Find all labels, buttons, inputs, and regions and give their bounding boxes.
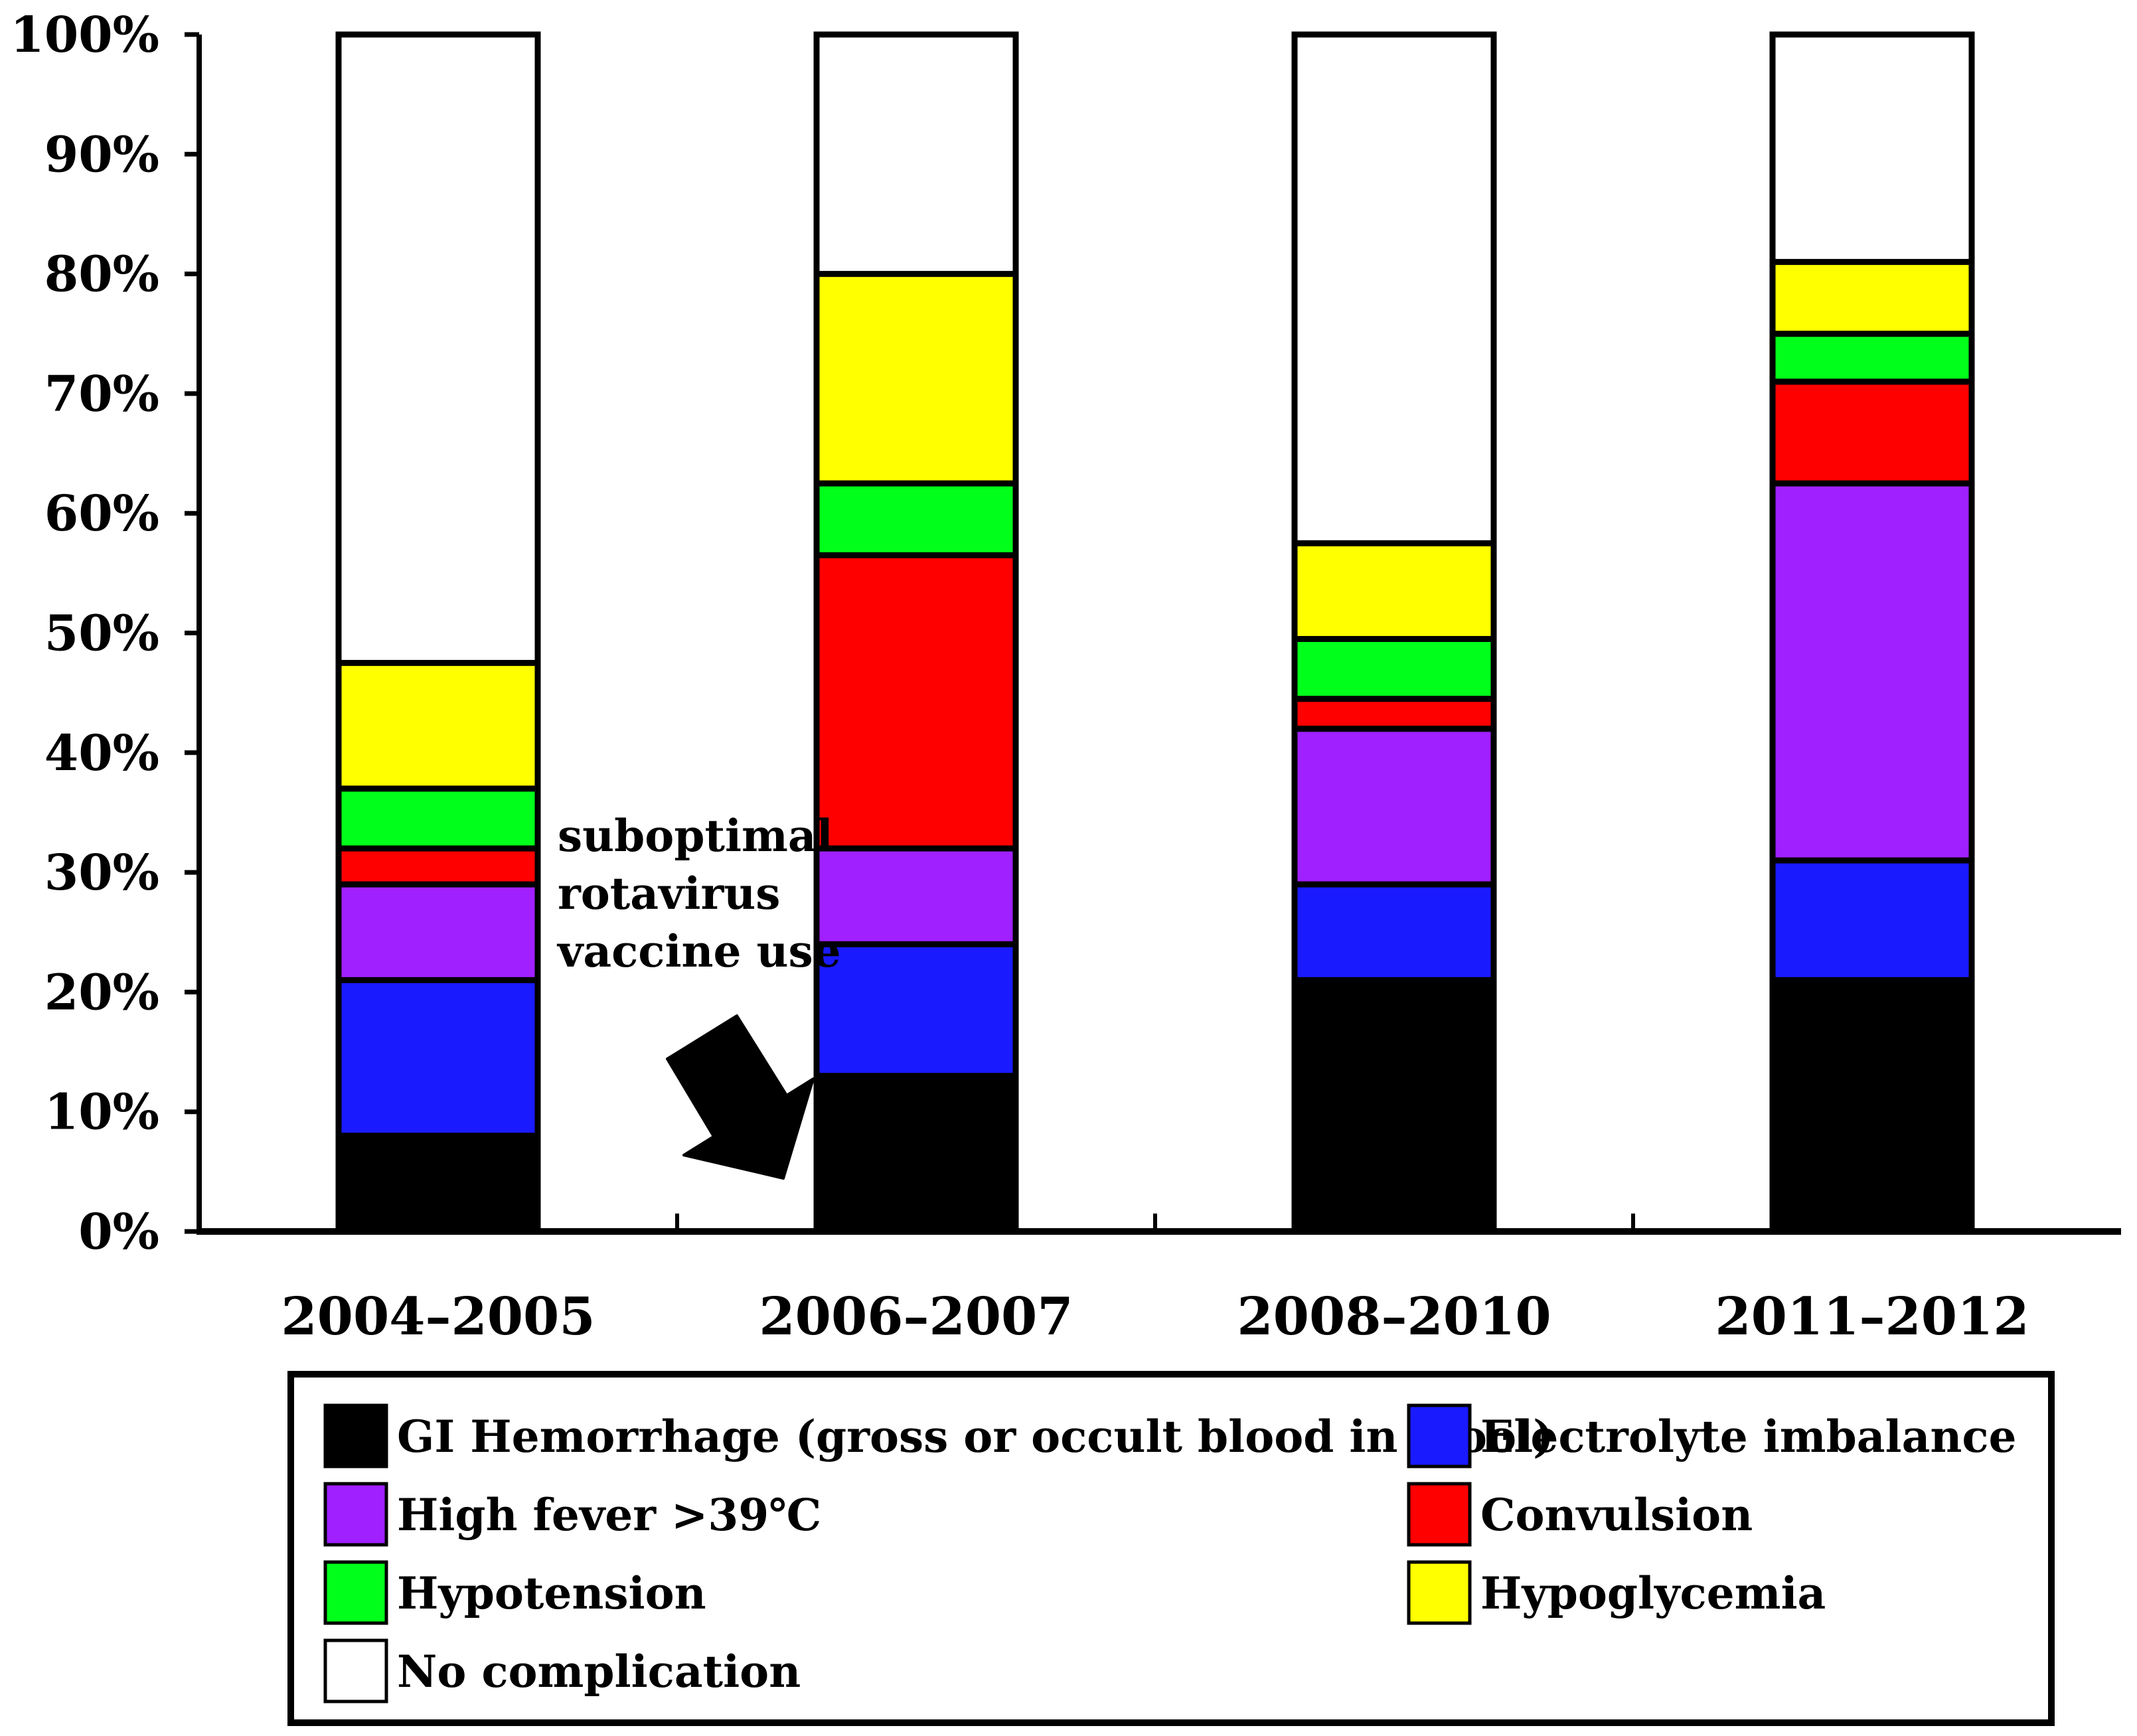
legend-swatch-hypoglycemia [1407, 1560, 1472, 1625]
bar-segment-no-complication [335, 31, 541, 667]
bar-segment-gi-hemorrhage-gross-or-occult-blood-in-stool [1291, 977, 1497, 1235]
legend-swatch-hypotension [323, 1560, 388, 1625]
bar-segment-hypotension [1769, 331, 1975, 385]
bar-segment-convulsion [335, 845, 541, 888]
annotation-line-2: rotavirus [558, 868, 780, 919]
x-tick-label: 2006–2007 [759, 1287, 1073, 1347]
bar-segment-convulsion [1769, 378, 1975, 487]
legend-label-gi-hemorrhage-gross-or-occult-blood-in-stool: GI Hemorrhage (gross or occult blood in … [397, 1411, 1553, 1462]
annotation-line-1: suboptimal [558, 810, 833, 862]
x-tick-label: 2011–2012 [1715, 1287, 2029, 1347]
legend-swatch-convulsion [1407, 1482, 1472, 1547]
bar-segment-gi-hemorrhage-gross-or-occult-blood-in-stool [813, 1073, 1019, 1235]
legend-label-hypotension: Hypotension [397, 1567, 706, 1619]
y-tick-label: 30% [44, 844, 159, 902]
bar-segment-hypotension [1291, 636, 1497, 702]
legend-box [287, 1371, 2055, 1726]
legend-label-no-complication: No complication [397, 1646, 801, 1697]
y-tick-label: 40% [44, 725, 159, 782]
bar-segment-hypotension [335, 785, 541, 852]
legend-label-high-fever-39: High fever >39℃ [397, 1489, 821, 1541]
bar-segment-no-complication [1291, 31, 1497, 546]
y-tick-label: 0% [78, 1204, 159, 1261]
bar-segment-hypoglycemia [1291, 540, 1497, 643]
legend: GI Hemorrhage (gross or occult blood in … [287, 1371, 2055, 1726]
y-tick-label: 20% [44, 964, 159, 1021]
bar-segment-electrolyte-imbalance [813, 941, 1019, 1079]
bar-segment-high-fever-39 [1769, 480, 1975, 864]
bar-segment-convulsion [1291, 696, 1497, 732]
bar-segment-hypoglycemia [1769, 259, 1975, 337]
y-tick-label: 70% [44, 366, 159, 423]
bar-segment-high-fever-39 [813, 845, 1019, 947]
bar-segment-hypotension [813, 480, 1019, 558]
x-ticks-group: 2004–2005 2006–2007 2008–2010 2011–2012 [281, 1214, 2029, 1347]
y-tick-label: 100% [10, 7, 159, 64]
y-tick-label: 90% [44, 126, 159, 183]
y-tick-label: 50% [44, 605, 159, 663]
arrow-icon [666, 1014, 815, 1180]
bar-segment-no-complication [1769, 31, 1975, 266]
annotation-line-3: vaccine use [556, 925, 841, 977]
legend-label-hypoglycemia: Hypoglycemia [1480, 1567, 1826, 1619]
legend-swatch-gi-hemorrhage-gross-or-occult-blood-in-stool [323, 1403, 388, 1468]
bar-segment-convulsion [813, 552, 1019, 852]
legend-items: GI Hemorrhage (gross or occult blood in … [323, 1403, 2017, 1703]
x-tick-label: 2008–2010 [1237, 1287, 1551, 1347]
bar-segment-electrolyte-imbalance [1769, 857, 1975, 983]
bar-segment-gi-hemorrhage-gross-or-occult-blood-in-stool [1769, 977, 1975, 1235]
y-ticks-group: 0% 10% 20% 30% 40% 50% 60% 70% 80% 90% 100% [10, 7, 199, 1261]
y-tick-label: 10% [44, 1084, 159, 1141]
annotation: suboptimal rotavirus vaccine use [556, 810, 841, 1180]
legend-label-electrolyte-imbalance: Electrolyte imbalance [1480, 1411, 2017, 1462]
legend-swatch-high-fever-39 [323, 1482, 388, 1547]
legend-label-convulsion: Convulsion [1480, 1489, 1753, 1541]
bars-group [335, 31, 1975, 1235]
bar-segment-gi-hemorrhage-gross-or-occult-blood-in-stool [335, 1133, 541, 1235]
x-tick-label: 2004–2005 [281, 1287, 595, 1347]
bar-segment-electrolyte-imbalance [335, 977, 541, 1139]
bar-segment-electrolyte-imbalance [1291, 881, 1497, 983]
bar-segment-no-complication [813, 31, 1019, 277]
bar-segment-high-fever-39 [1291, 726, 1497, 888]
y-tick-label: 60% [44, 485, 159, 542]
bar-segment-hypoglycemia [335, 660, 541, 792]
bar-segment-high-fever-39 [335, 881, 541, 983]
legend-swatch-electrolyte-imbalance [1407, 1403, 1472, 1468]
bar-segment-hypoglycemia [813, 271, 1019, 487]
y-tick-label: 80% [44, 246, 159, 303]
legend-swatch-no-complication [323, 1638, 388, 1703]
